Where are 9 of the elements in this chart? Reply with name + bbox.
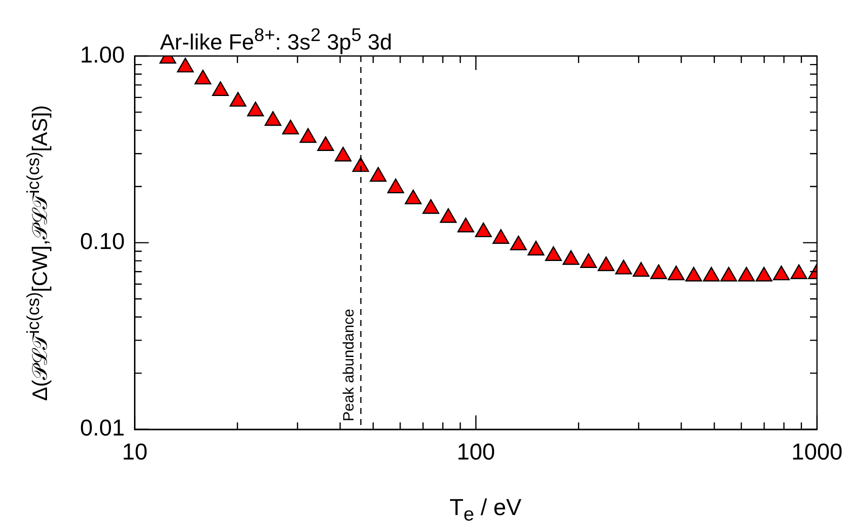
y-tick-label: 1.00 bbox=[80, 41, 125, 68]
chart-title: Ar-like Fe$^{8+}$: 3s$^{2}$ 3p$^{5}$ 3d bbox=[160, 24, 392, 56]
ref-line-label: Peak abundance bbox=[340, 308, 358, 422]
x-axis-title: T$_{e}$ / eV bbox=[448, 494, 523, 527]
x-tick-label: 10 bbox=[122, 438, 148, 465]
y-tick-label: 0.01 bbox=[80, 414, 125, 441]
x-tick-label: 100 bbox=[456, 438, 496, 465]
x-tick-label: 1000 bbox=[791, 438, 843, 465]
y-tick-label: 0.10 bbox=[80, 228, 125, 254]
